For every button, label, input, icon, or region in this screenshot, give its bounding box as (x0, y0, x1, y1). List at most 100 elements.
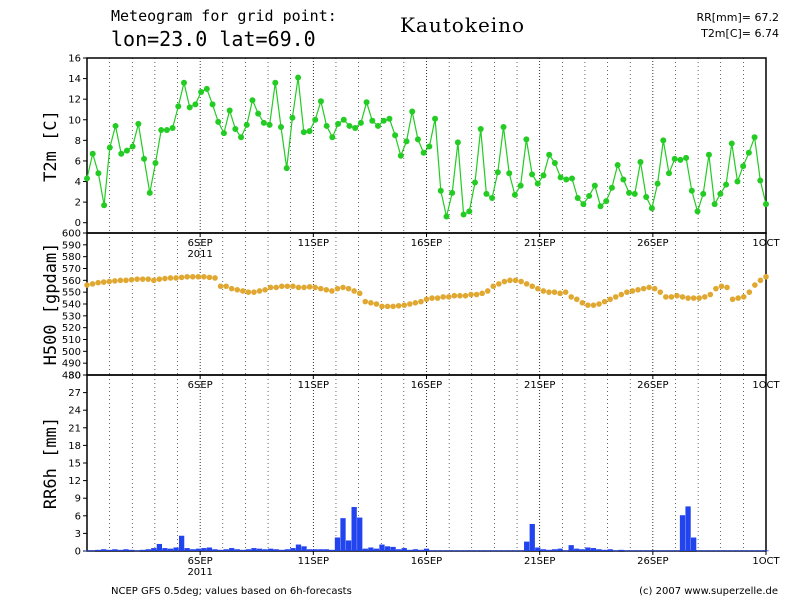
y-tick-label: 15 (68, 459, 81, 470)
h500-point (345, 285, 352, 292)
h500-point (384, 303, 391, 310)
h500-point (84, 282, 90, 288)
rr6h-bar (134, 550, 140, 552)
y-tick-label: 27 (68, 388, 81, 399)
t2m-point (84, 175, 90, 182)
t2m-point (734, 178, 741, 185)
h500-point (573, 296, 580, 303)
h500-point (429, 295, 435, 301)
t2m-point (106, 144, 113, 151)
stat-t2m: T2m[C]= 6.74 (700, 27, 779, 40)
title-line2: lon=23.0 lat=69.0 (111, 27, 316, 51)
h500-point (100, 279, 107, 285)
h500-point (379, 303, 385, 310)
t2m-point (654, 180, 661, 187)
rr6h-bar (746, 550, 752, 552)
h500-point (245, 289, 252, 295)
rr6h-bar (117, 549, 124, 551)
rr6h-bar (613, 550, 619, 552)
rr6h-bar (234, 549, 240, 551)
t2m-point (169, 125, 176, 131)
t2m-point (500, 123, 507, 130)
t2m-point (112, 122, 119, 129)
rr6h-bar (217, 549, 224, 551)
x-tick-label: 26SEP (637, 238, 668, 249)
h500-point (540, 288, 547, 294)
rr6h-bar (601, 549, 608, 551)
h500-point (640, 285, 647, 292)
y-tick-label: 500 (62, 347, 81, 358)
h500-point (490, 283, 497, 290)
h500-point (501, 278, 508, 285)
rr6h-bar (84, 550, 90, 552)
h500-point (329, 288, 335, 294)
rr6h-bar (479, 550, 485, 552)
t2m-point (529, 171, 536, 178)
t2m-point (740, 163, 747, 170)
t2m-point (238, 134, 245, 141)
stat-rr: RR[mm]= 67.2 (696, 11, 779, 24)
t2m-point (352, 125, 359, 131)
x-tick-label: 6SEP (188, 556, 213, 567)
rr6h-bar (412, 549, 419, 551)
t2m-point (449, 189, 456, 196)
h500-point (752, 282, 758, 288)
rr6h-bar (329, 549, 335, 551)
rr6h-bar (596, 549, 602, 551)
t2m-point (289, 114, 296, 121)
y-tick-label: 4 (75, 177, 81, 188)
h500-point (468, 291, 474, 298)
y-tick-label: 6 (75, 511, 81, 522)
h500-point (251, 289, 257, 295)
t2m-point (757, 177, 764, 184)
t2m-point (141, 155, 148, 162)
t2m-point (666, 170, 672, 177)
rr6h-bar (357, 517, 363, 551)
h500-point (351, 288, 357, 294)
t2m-point (660, 137, 667, 144)
rr6h-bar (89, 550, 96, 552)
rr6h-bar (123, 549, 129, 551)
h500-point (150, 277, 157, 284)
rr6h-bar (273, 549, 279, 551)
rr6h-bar (618, 549, 624, 551)
h500-point (117, 277, 124, 284)
h500-point (551, 289, 558, 295)
t2m-point (249, 97, 256, 104)
rr6h-bar (351, 507, 357, 551)
h500-point (139, 276, 146, 282)
t2m-point (380, 117, 387, 124)
rr6h-bar (373, 548, 380, 551)
y-tick-label: 14 (68, 74, 81, 85)
t2m-point (643, 193, 650, 200)
t2m-point (409, 108, 416, 115)
t2m-point (266, 121, 273, 128)
y-tick-label: 570 (62, 264, 81, 275)
rr6h-bar (640, 550, 647, 552)
t2m-point (700, 190, 707, 197)
h500-point (106, 278, 113, 285)
h500-point (579, 300, 586, 306)
t2m-point (283, 165, 290, 172)
t2m-point (472, 179, 478, 186)
rr6h-bar (685, 506, 691, 551)
rr6h-bar (128, 549, 135, 551)
y-tick-label: 580 (62, 252, 81, 263)
h500-point (418, 298, 424, 305)
h500-point (496, 281, 502, 287)
h500-point (373, 301, 380, 307)
t2m-point (597, 203, 604, 210)
rr6h-bar (562, 550, 569, 552)
t2m-point (346, 122, 353, 129)
t2m-point (95, 170, 102, 177)
rr6h-bar (145, 549, 151, 551)
h500-point (412, 300, 419, 306)
rr6h-bar (512, 550, 519, 552)
y-tick-label: 510 (62, 335, 81, 346)
t2m-point (574, 195, 581, 201)
t2m-point (580, 201, 587, 208)
rr6h-bar (652, 550, 658, 552)
t2m-point (517, 182, 524, 189)
rr6h-bar (496, 550, 502, 552)
h500-point (306, 284, 313, 290)
